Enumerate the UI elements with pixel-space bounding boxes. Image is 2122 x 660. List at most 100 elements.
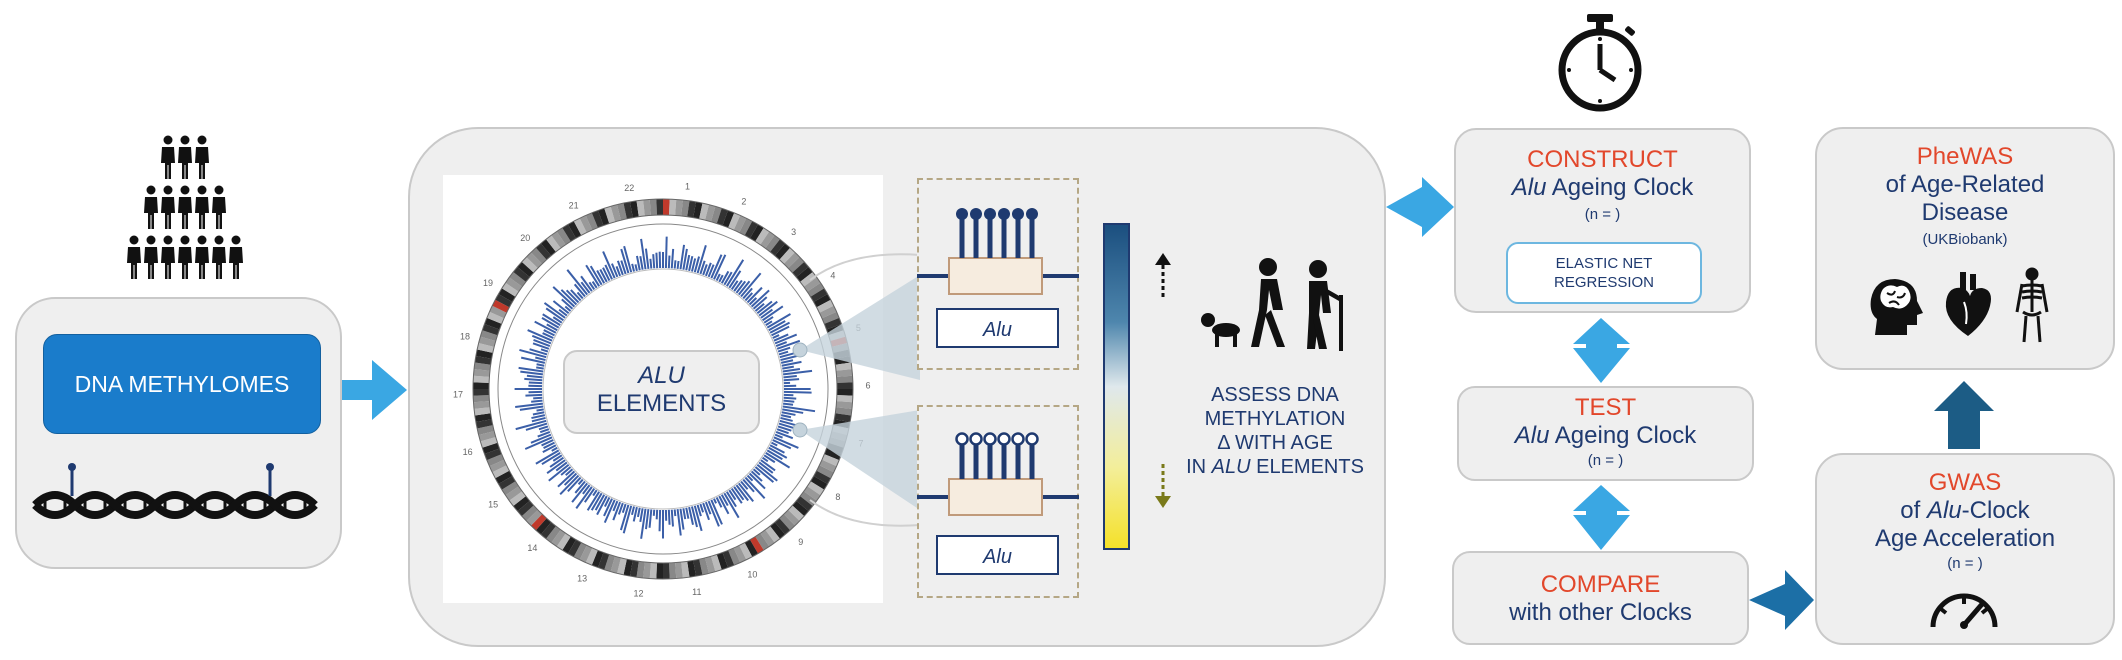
ideogram-band-segment	[656, 562, 663, 579]
histogram-bar	[518, 366, 544, 373]
histogram-base-ring	[542, 268, 784, 510]
ideogram-band-segment	[517, 261, 534, 278]
ideogram-band-segment	[477, 343, 495, 353]
histogram-bar	[649, 258, 653, 269]
histogram-bar	[640, 508, 647, 539]
dna-methylomes-label: DNA METHYLOMES	[74, 371, 290, 397]
ideogram-band-segment	[473, 395, 490, 403]
histogram-bar	[560, 466, 572, 476]
histogram-bar	[640, 238, 647, 270]
person-icon	[195, 185, 209, 229]
histogram-bar	[750, 289, 770, 308]
ideogram-band-segment	[474, 413, 492, 422]
histogram-bar	[783, 378, 800, 382]
histogram-bar	[594, 494, 606, 511]
histogram-bar	[541, 316, 560, 329]
histogram-bar	[644, 508, 650, 530]
ideogram-inner-ring	[488, 214, 838, 564]
phewas-line2: of Age-Related	[1885, 171, 2045, 198]
histogram-bar	[558, 308, 568, 317]
person-icon	[195, 135, 209, 179]
ideogram-band-segment	[579, 215, 593, 233]
histogram-bar	[543, 302, 566, 319]
arrow-right-3	[1749, 570, 1814, 630]
ideogram-band-segment	[750, 224, 764, 242]
ideogram-band-segment	[663, 562, 670, 579]
arrow-down-1	[1573, 318, 1630, 383]
histogram-bar	[577, 478, 584, 485]
histogram-bar	[765, 451, 791, 469]
histogram-bar	[769, 444, 785, 454]
histogram-bar	[746, 474, 754, 482]
ideogram-band-segment	[824, 448, 842, 461]
ideogram-band-segment	[693, 559, 703, 577]
construct-n: (n = )	[1584, 206, 1621, 223]
histogram-bar	[688, 506, 694, 525]
dna-methylomes-button[interactable]: DNA METHYLOMES	[43, 334, 321, 434]
histogram-bar	[536, 408, 544, 412]
ideogram-band-segment	[835, 362, 852, 371]
ideogram-band-segment	[585, 212, 598, 231]
ideogram-band-segment	[535, 518, 552, 535]
histogram-bar	[676, 508, 682, 536]
chromosome-label: 2	[741, 197, 746, 207]
ideogram-band-segment	[478, 336, 496, 347]
ideogram-band-segment	[816, 299, 834, 313]
decrease-arrow-icon	[1155, 464, 1171, 508]
ideogram-band-segment	[816, 465, 834, 479]
assess-line4-suffix: ELEMENTS	[1250, 456, 1364, 478]
ideogram-band-segment	[836, 389, 853, 396]
alu-tag-top: Alu	[936, 308, 1059, 348]
histogram-bar	[781, 411, 796, 416]
ideogram-band-segment	[663, 199, 670, 216]
gwas-subtitle: of Alu-Clock	[1817, 497, 2113, 525]
histogram-bar	[585, 264, 601, 287]
chromosome-label: 10	[747, 569, 757, 579]
ideogram-band-segment	[473, 389, 490, 396]
chromosome-label: 17	[453, 390, 463, 400]
histogram-bar	[586, 491, 601, 511]
histogram-bar	[559, 474, 580, 496]
ideogram-band-segment	[604, 554, 616, 572]
alu-elements-label-box: ALU ELEMENTS	[563, 350, 760, 434]
ideogram-band-segment	[687, 200, 696, 218]
histogram-bar	[758, 300, 778, 317]
ideogram-band-segment	[779, 247, 795, 264]
ideogram-band-segment	[480, 436, 498, 448]
person-icon	[195, 235, 209, 279]
ideogram-band-segment	[819, 459, 837, 473]
ideogram-band-segment	[755, 227, 770, 245]
ideogram-band-segment	[774, 243, 791, 260]
histogram-bar	[690, 258, 697, 272]
histogram-bar	[782, 408, 804, 414]
ideogram-band-segment	[579, 545, 593, 563]
histogram-bar	[529, 348, 548, 356]
ideogram-band-segment	[474, 362, 491, 371]
histogram-bar	[617, 502, 624, 515]
histogram-bar	[763, 316, 774, 324]
arrow-down-2	[1573, 485, 1630, 550]
ideogram-band-segment	[656, 199, 663, 216]
histogram-bar	[780, 416, 793, 422]
histogram-bar	[733, 279, 743, 292]
histogram-bar	[776, 339, 801, 350]
histogram-outer-ring	[497, 223, 829, 555]
assess-line4-italic: ALU	[1211, 456, 1251, 478]
ideogram-band-segment	[687, 560, 696, 578]
ideogram-band-segment	[482, 324, 500, 336]
histogram-bar	[530, 433, 552, 444]
histogram-bar	[728, 489, 737, 501]
ideogram-band-segment	[531, 247, 547, 264]
histogram-bar	[565, 468, 574, 476]
histogram-bar	[543, 441, 555, 449]
histogram-bar	[670, 248, 675, 269]
histogram-bar	[754, 466, 775, 483]
construct-sub-rest: Ageing Clock	[1546, 174, 1694, 201]
histogram-bar	[782, 402, 794, 406]
histogram-bar	[713, 254, 727, 280]
histogram-bar	[782, 369, 813, 376]
ideogram-band-segment	[821, 311, 840, 324]
test-title: TEST	[1574, 394, 1637, 421]
histogram-bar	[543, 329, 555, 337]
histogram-bar	[742, 287, 753, 300]
